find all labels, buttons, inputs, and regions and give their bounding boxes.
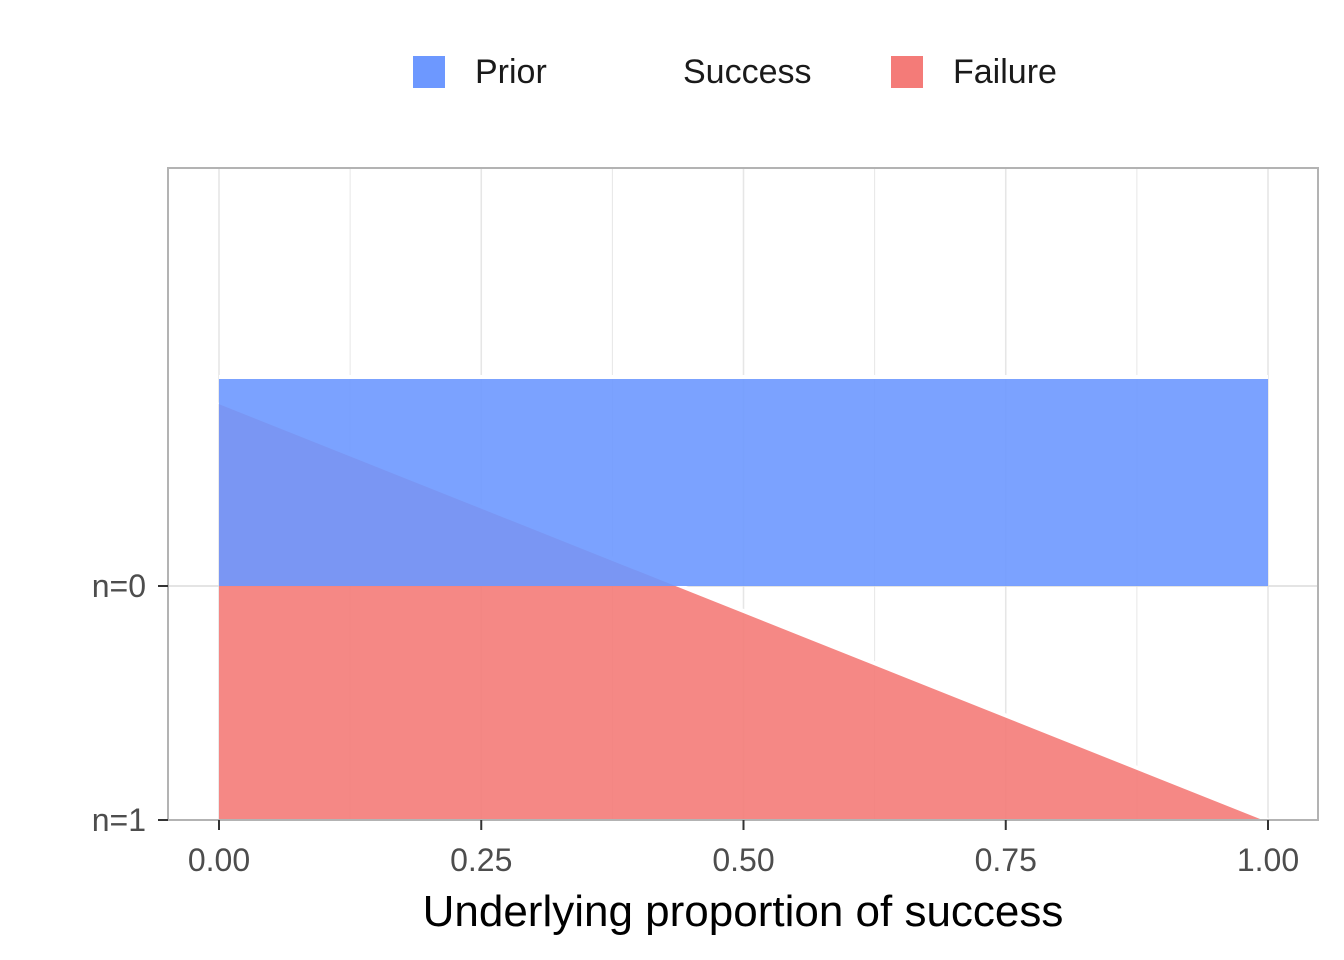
- legend: Prior Success Failure: [0, 0, 1344, 150]
- x-tick-label: 1.00: [1237, 842, 1299, 878]
- legend-label-failure: Failure: [953, 52, 1057, 91]
- legend-label-success: Success: [683, 52, 812, 91]
- legend-item-success: Success: [621, 48, 812, 96]
- x-tick-label: 0.00: [188, 842, 250, 878]
- x-axis-title: Underlying proportion of success: [423, 887, 1064, 936]
- legend-item-prior: Prior: [413, 48, 547, 96]
- density-areas: [218, 375, 1269, 822]
- y-tick-label: n=0: [92, 568, 146, 604]
- legend-swatch-failure: [891, 56, 923, 88]
- area-prior: [219, 377, 1268, 586]
- legend-label-prior: Prior: [475, 52, 547, 91]
- axis-ticks: 0.00 0.25 0.50 0.75 1.00 n=0 n=1: [92, 568, 1299, 878]
- y-tick-label: n=1: [92, 802, 146, 838]
- x-tick-label: 0.50: [712, 842, 774, 878]
- x-tick-label: 0.25: [450, 842, 512, 878]
- legend-item-failure: Failure: [891, 48, 1057, 96]
- legend-swatch-prior: [413, 56, 445, 88]
- x-tick-label: 0.75: [975, 842, 1037, 878]
